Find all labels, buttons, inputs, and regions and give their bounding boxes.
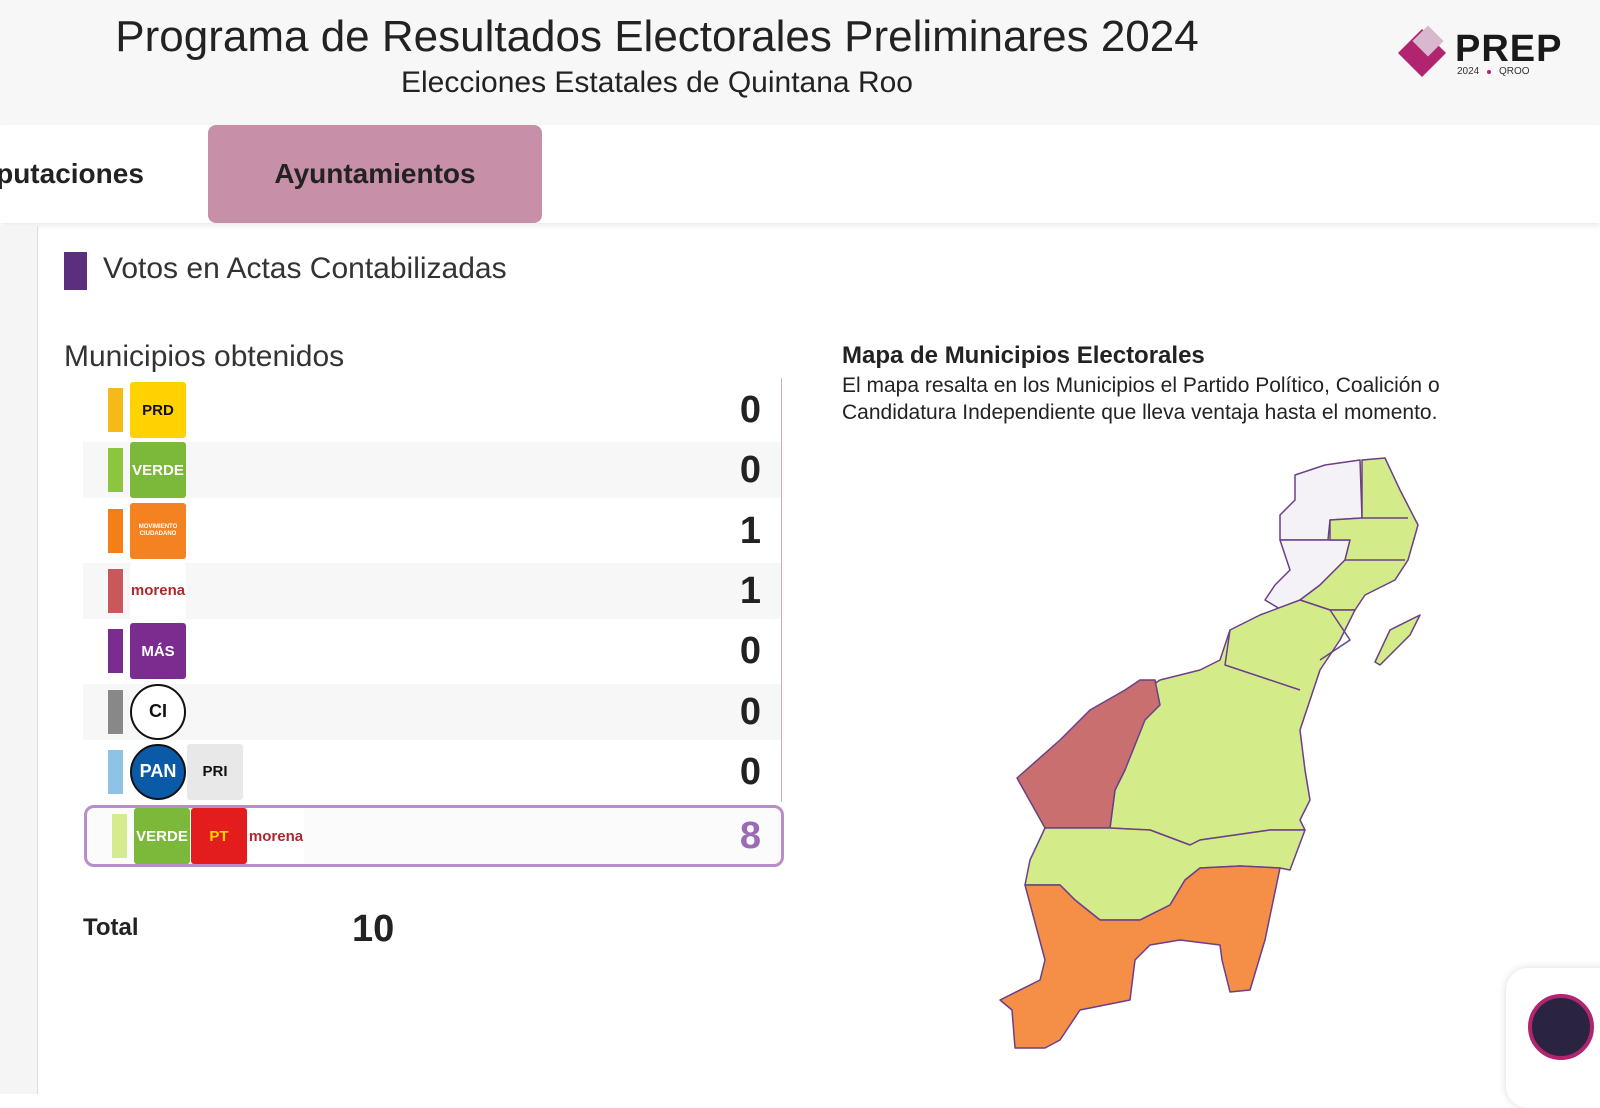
party-logo: PRD: [130, 382, 186, 438]
municipality[interactable]: [1109, 599, 1356, 846]
map-title: Mapa de Municipios Electorales: [842, 342, 1205, 369]
map-description: El mapa resalta en los Municipios el Par…: [842, 374, 1440, 424]
logo-year: 2024: [1457, 66, 1480, 77]
panel-title: Municipios obtenidos: [64, 340, 345, 373]
tab[interactable]: putaciones: [0, 158, 144, 189]
municipality[interactable]: [1279, 459, 1363, 541]
party-color-bar: [108, 689, 123, 734]
logo-state: QROO: [1499, 66, 1530, 77]
result-row: PRD 0: [83, 382, 781, 438]
result-row: morena 1: [83, 562, 781, 619]
seat-count: 0: [739, 389, 761, 431]
party-logo: MÁS: [130, 623, 186, 680]
seat-count: 1: [739, 569, 761, 612]
page-title: Programa de Resultados Electorales Preli…: [115, 12, 1199, 61]
seat-count: 8: [739, 815, 761, 857]
section-title: Votos en Actas Contabilizadas: [103, 252, 507, 285]
share-button[interactable]: [1506, 968, 1600, 1108]
total-value: 10: [352, 908, 395, 950]
result-row: CI 0: [83, 683, 781, 740]
party-logo: PAN: [130, 743, 186, 800]
tab-bar: putaciones Ayuntamientos: [0, 125, 1600, 223]
municipality[interactable]: [1374, 614, 1421, 666]
page-subtitle: Elecciones Estatales de Quintana Roo: [401, 66, 913, 99]
party-color-bar: [108, 388, 123, 432]
municipal-border: [1319, 609, 1351, 661]
divider: [781, 378, 782, 802]
result-row: MOVIMIENTO CIUDADANO 1: [83, 502, 781, 559]
municipal-border: [1224, 629, 1301, 691]
party-color-bar: [108, 568, 123, 613]
seat-count: 0: [739, 630, 761, 673]
party-logo: PT: [191, 808, 247, 864]
party-logo: morena: [248, 808, 304, 864]
total-label: Total: [83, 914, 139, 941]
party-logo: MOVIMIENTO CIUDADANO: [130, 502, 186, 559]
result-row: MÁS 0: [83, 623, 781, 680]
party-logo: VERDE: [130, 442, 186, 499]
seat-count: 0: [739, 690, 761, 733]
party-logo: PRI: [187, 743, 243, 800]
side-strip: [0, 226, 38, 1094]
party-color-bar: [108, 629, 123, 674]
result-row: PAN PRI 0: [83, 743, 781, 800]
result-row: VERDE 0: [83, 442, 781, 499]
party-color-bar: [108, 749, 123, 794]
party-color-bar: [108, 508, 123, 553]
party-color-bar: [108, 448, 123, 493]
party-logo: VERDE: [134, 808, 190, 864]
party-logo: morena: [130, 562, 186, 619]
party-color-bar: [112, 814, 127, 858]
logo: PREP 2024 QROO: [1397, 25, 1575, 88]
seat-count: 1: [739, 509, 761, 552]
logo-dot: [1487, 70, 1491, 74]
tab-active[interactable]: Ayuntamientos: [208, 125, 542, 223]
logo-text: PREP: [1455, 28, 1563, 70]
result-row: VERDE PT morena 8: [84, 805, 784, 867]
header: Programa de Resultados Electorales Preli…: [0, 0, 1600, 125]
seat-count: 0: [739, 449, 761, 492]
section-marker: [64, 252, 87, 290]
share-icon: [1528, 994, 1594, 1060]
party-logo: CI: [130, 683, 186, 740]
municipality[interactable]: [999, 865, 1281, 1049]
seat-count: 0: [739, 750, 761, 793]
